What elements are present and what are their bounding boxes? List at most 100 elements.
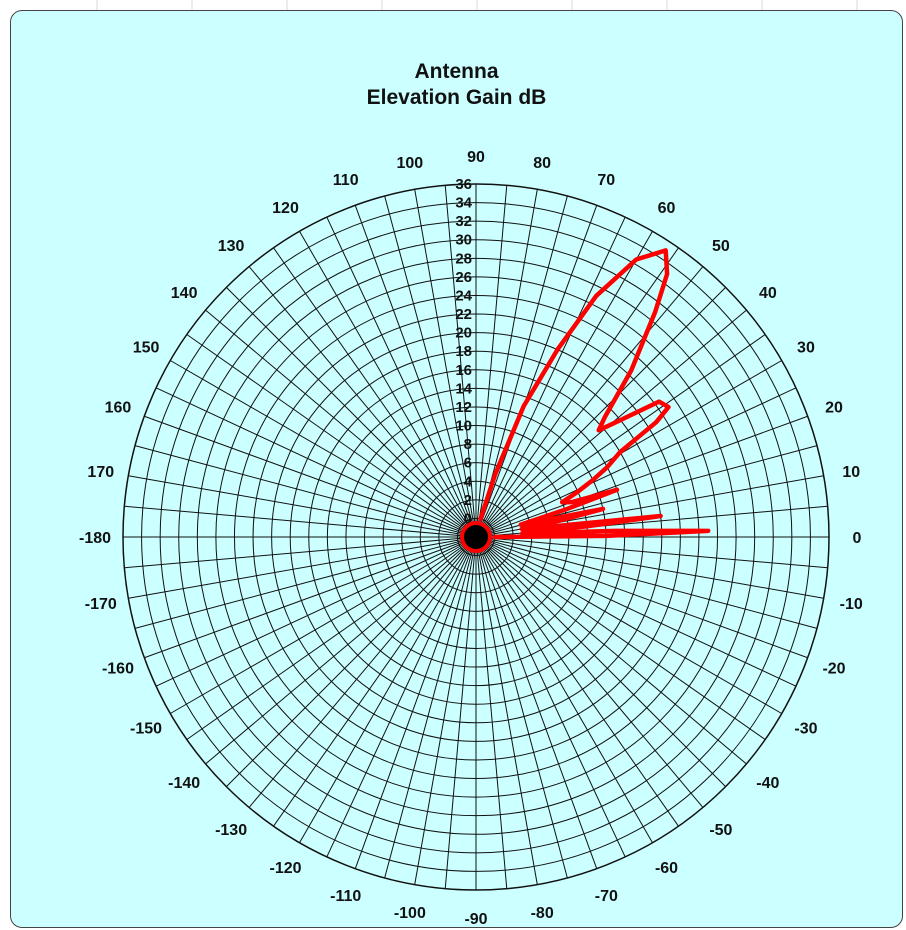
spoke-gridline (205, 309, 477, 538)
spoke-gridline (155, 536, 477, 687)
radial-tick-label: 20 (455, 325, 472, 342)
spoke-gridline (475, 216, 626, 538)
spoke-gridline (354, 205, 477, 538)
angle-tick-label: 160 (105, 400, 132, 417)
radial-tick-label: 18 (455, 343, 472, 360)
spoke-gridline (475, 536, 626, 858)
spoke-gridline (475, 536, 598, 869)
radial-tick-label: 4 (464, 473, 473, 490)
spoke-gridline (205, 536, 477, 765)
spoke-gridline (475, 415, 808, 538)
angle-tick-label: -140 (168, 775, 200, 792)
radial-tick-label: 10 (455, 418, 472, 435)
spoke-gridline (475, 185, 508, 538)
ring-gridline (178, 239, 774, 835)
ring-gridline (141, 202, 811, 872)
ring-gridline (289, 350, 663, 724)
angle-tick-label: -150 (130, 721, 162, 738)
radial-tick-label: 26 (455, 269, 472, 286)
angle-tick-label: -130 (215, 822, 247, 839)
angle-tick-label: -40 (756, 775, 779, 792)
ring-gridline (233, 294, 719, 780)
spoke-gridline (475, 536, 704, 808)
ring-gridline (215, 276, 737, 798)
spoke-gridline (273, 247, 477, 538)
spoke-gridline (475, 360, 782, 538)
spoke-gridline (475, 536, 508, 889)
angle-tick-label: -160 (102, 660, 134, 677)
ring-gridline (271, 332, 681, 742)
angle-tick-label: -170 (85, 596, 117, 613)
spoke-gridline (326, 536, 477, 858)
spoke-gridline (186, 334, 477, 538)
spoke-gridline (475, 266, 704, 538)
spoke-gridline (124, 536, 477, 569)
radial-tick-label: 12 (455, 399, 472, 416)
spoke-gridline (299, 536, 477, 843)
angle-tick-label: -100 (394, 905, 426, 922)
spoke-gridline (414, 189, 477, 538)
spoke-gridline (475, 247, 679, 538)
angle-tick-label: 50 (712, 238, 730, 255)
spoke-gridline (444, 185, 477, 538)
angle-tick-label: -60 (655, 860, 678, 877)
angle-tick-label: 150 (133, 340, 160, 357)
spoke-gridline (384, 536, 477, 879)
spoke-gridline (475, 536, 747, 765)
spoke-gridline (144, 536, 477, 659)
spoke-gridline (475, 536, 653, 843)
spoke-gridline (186, 536, 477, 740)
spoke-gridline (475, 205, 598, 538)
angle-tick-label: 20 (825, 400, 843, 417)
radial-tick-label: 36 (455, 176, 472, 193)
spoke-gridline (475, 536, 828, 569)
radial-tick-label: 24 (455, 287, 472, 304)
spoke-gridline (248, 266, 477, 538)
spoke-gridline (475, 536, 726, 787)
angle-tick-label: 130 (218, 238, 245, 255)
chart-title-block: Antenna Elevation Gain dB (11, 59, 902, 111)
spoke-gridline (384, 195, 477, 538)
angle-tick-label: 140 (171, 285, 198, 302)
angle-tick-label: -180 (79, 530, 111, 547)
center-hub (460, 521, 492, 553)
spoke-gridline (128, 536, 477, 599)
spoke-gridline (128, 475, 477, 538)
spoke-gridline (248, 536, 477, 808)
ring-gridline (196, 257, 756, 817)
radial-tick-label: 2 (464, 492, 472, 509)
spoke-gridline (475, 334, 766, 538)
chart-title: Antenna (414, 60, 499, 83)
angle-tick-label: 40 (759, 285, 777, 302)
radial-tick-label: 14 (455, 380, 472, 397)
angle-tick-label: -120 (269, 860, 301, 877)
spoke-gridline (155, 387, 477, 538)
radial-tick-label: 16 (455, 362, 472, 379)
radial-tick-label: 34 (455, 195, 472, 212)
spoke-gridline (475, 536, 538, 885)
spoke-gridline (475, 536, 782, 714)
ring-gridline (122, 183, 830, 891)
spoke-gridline (299, 231, 477, 538)
spoke-gridline (475, 536, 818, 629)
angle-tick-label: 30 (797, 340, 815, 357)
spoke-gridline (475, 536, 679, 827)
angle-tick-label: 100 (396, 155, 423, 172)
angle-tick-label: -70 (595, 888, 618, 905)
angle-tick-label: -10 (840, 596, 863, 613)
spoke-gridline (475, 536, 568, 879)
spoke-gridline (475, 189, 538, 538)
angle-tick-label: -80 (531, 905, 554, 922)
radial-tick-label: 32 (455, 213, 472, 230)
spoke-gridline (475, 387, 797, 538)
chart-area[interactable]: Antenna Elevation Gain dB -2024681012141… (10, 10, 903, 928)
spoke-gridline (170, 360, 477, 538)
spoke-gridline (226, 536, 477, 787)
angle-tick-label: 10 (842, 464, 860, 481)
spoke-gridline (134, 536, 477, 629)
spoke-gridline (475, 536, 808, 659)
angle-tick-label: 60 (658, 200, 676, 217)
radial-tick-label: 22 (455, 306, 472, 323)
spoke-gridline (475, 536, 797, 687)
spoke-gridline (475, 536, 766, 740)
